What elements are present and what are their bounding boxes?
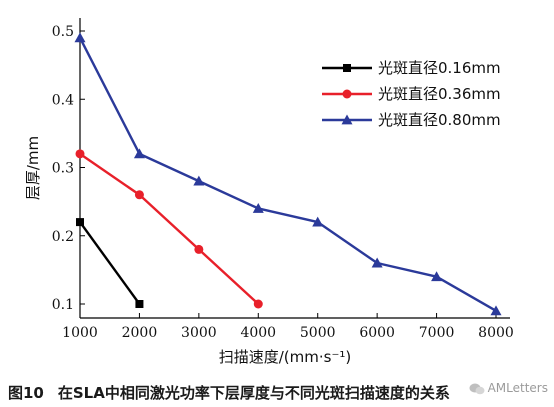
data-point-series-2: [194, 244, 204, 254]
wechat-icon: [469, 383, 485, 394]
y-tick-label: 0.3: [52, 161, 74, 177]
data-point-series-1: [135, 300, 144, 308]
data-point-series-3: [74, 32, 86, 43]
legend-label-3: 光斑直径0.80mm: [378, 111, 501, 129]
x-tick-label: 4000: [240, 325, 276, 341]
figure-number: 图10: [8, 384, 44, 402]
legend-marker-1: [343, 64, 351, 72]
data-point-series-2: [75, 149, 85, 159]
x-axis-label: 扫描速度/(mm·s⁻¹): [219, 348, 352, 366]
data-point-series-3: [431, 271, 443, 282]
data-point-series-1: [76, 218, 84, 227]
x-tick-label: 8000: [478, 325, 514, 341]
x-tick-label: 6000: [359, 325, 395, 341]
legend-marker-2: [342, 89, 352, 99]
x-tick-label: 5000: [300, 325, 336, 341]
data-point-series-3: [312, 216, 324, 227]
data-point-series-3: [252, 202, 264, 213]
data-point-series-3: [133, 148, 145, 159]
data-point-series-3: [193, 175, 205, 186]
series-line-2: [79, 152, 260, 305]
y-tick-label: 0.2: [52, 229, 74, 245]
y-axis-label: 层厚/mm: [24, 136, 42, 200]
series-line-1: [79, 221, 141, 305]
y-tick-label: 0.4: [52, 92, 74, 108]
legend-label-2: 光斑直径0.36mm: [378, 85, 501, 103]
legend-label-1: 光斑直径0.16mm: [378, 59, 501, 77]
legend-marker-3: [341, 114, 353, 125]
x-tick-label: 3000: [181, 325, 217, 341]
x-tick-label: 7000: [419, 325, 455, 341]
x-tick-label: 1000: [62, 325, 98, 341]
data-point-series-2: [253, 299, 263, 309]
x-tick-label: 2000: [122, 325, 158, 341]
y-tick-label: 0.1: [52, 297, 74, 313]
watermark-text: AMLetters: [487, 381, 548, 395]
data-point-series-2: [134, 190, 144, 200]
series-line-3: [78, 37, 497, 312]
line-chart: 1000 2000 3000 4000 5000 6000 7000 8000 0.1 0.2 0.…: [24, 18, 514, 366]
data-point-series-3: [490, 305, 502, 316]
figure-caption: 图10 在SLA中相同激光功率下层厚度与不同光斑扫描速度的关系: [8, 382, 548, 402]
y-tick-label: 0.5: [52, 24, 74, 40]
data-point-series-3: [371, 257, 383, 268]
caption-text: 在SLA中相同激光功率下层厚度与不同光斑扫描速度的关系: [57, 384, 450, 402]
watermark: AMLetters: [418, 381, 548, 403]
